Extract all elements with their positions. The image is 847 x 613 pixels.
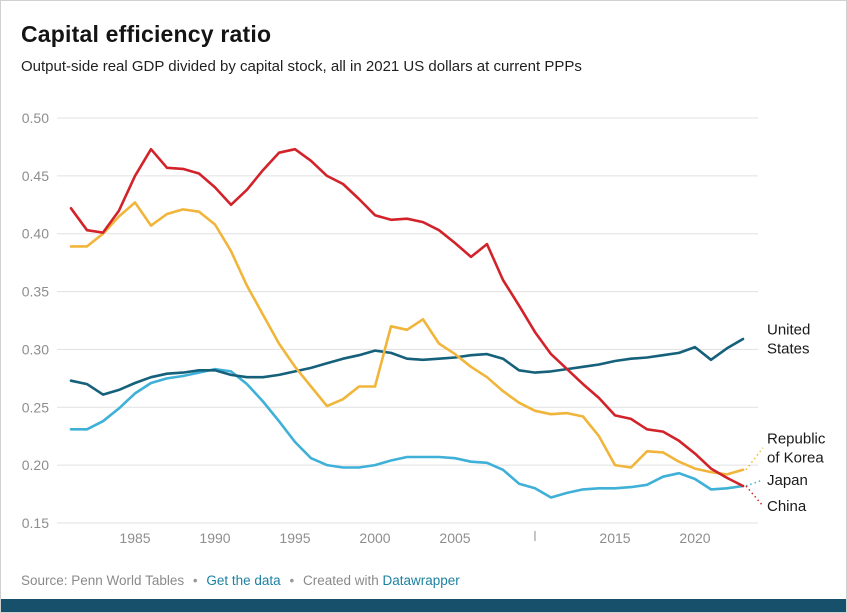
series-label-united-states: States bbox=[767, 341, 810, 358]
datawrapper-link[interactable]: Datawrapper bbox=[382, 573, 460, 588]
series-line-china bbox=[69, 147, 745, 488]
source-text: Source: Penn World Tables bbox=[21, 573, 185, 588]
series-label-republic-of-korea: Republic bbox=[767, 430, 826, 447]
series-label-republic-of-korea: of Korea bbox=[767, 449, 824, 466]
separator-dot: • bbox=[289, 573, 295, 588]
get-the-data-link[interactable]: Get the data bbox=[206, 573, 281, 588]
footer-bar bbox=[1, 599, 846, 612]
line-chart: 0.15 0.20 0.25 0.30 0.35 0.40 0.45 0.50 1985 1990… bbox=[22, 110, 826, 546]
footer: Source: Penn World Tables • Get the data… bbox=[21, 573, 460, 588]
y-axis-label: 0.50 bbox=[22, 110, 49, 126]
series-line-japan bbox=[69, 367, 745, 499]
x-axis-label: 2000 bbox=[359, 530, 390, 546]
series-label-united-states: United bbox=[767, 322, 810, 339]
x-axis-label: 1995 bbox=[279, 530, 310, 546]
x-axis-label: 2015 bbox=[599, 530, 630, 546]
y-axis-label: 0.40 bbox=[22, 226, 49, 242]
series-line-republic-of-korea bbox=[69, 201, 745, 476]
created-with-text: Created with bbox=[302, 573, 379, 588]
series-label-china: China bbox=[767, 498, 807, 515]
y-axis-label: 0.25 bbox=[22, 399, 49, 415]
leader-line-japan bbox=[745, 479, 764, 487]
chart-header: Capital efficiency ratio Output-side rea… bbox=[1, 1, 846, 75]
leader-line-china bbox=[745, 485, 764, 507]
y-axis-label: 0.20 bbox=[22, 457, 49, 473]
series-label-japan: Japan bbox=[767, 472, 808, 489]
leader-line-republic-of-korea bbox=[745, 447, 764, 471]
x-axis-label: 2020 bbox=[679, 530, 710, 546]
chart-title: Capital efficiency ratio bbox=[21, 21, 272, 47]
y-axis-label: 0.15 bbox=[22, 515, 49, 531]
y-axis-label: 0.30 bbox=[22, 341, 49, 357]
x-axis-label: 2005 bbox=[439, 530, 470, 546]
x-axis-label: 1990 bbox=[199, 530, 230, 546]
x-axis-label: 1985 bbox=[119, 530, 150, 546]
y-axis-label: 0.45 bbox=[22, 168, 49, 184]
y-axis-label: 0.35 bbox=[22, 284, 49, 300]
series-line-united-states bbox=[69, 337, 745, 396]
chart-subtitle: Output-side real GDP divided by capital … bbox=[21, 58, 582, 75]
separator-dot: • bbox=[192, 573, 198, 588]
